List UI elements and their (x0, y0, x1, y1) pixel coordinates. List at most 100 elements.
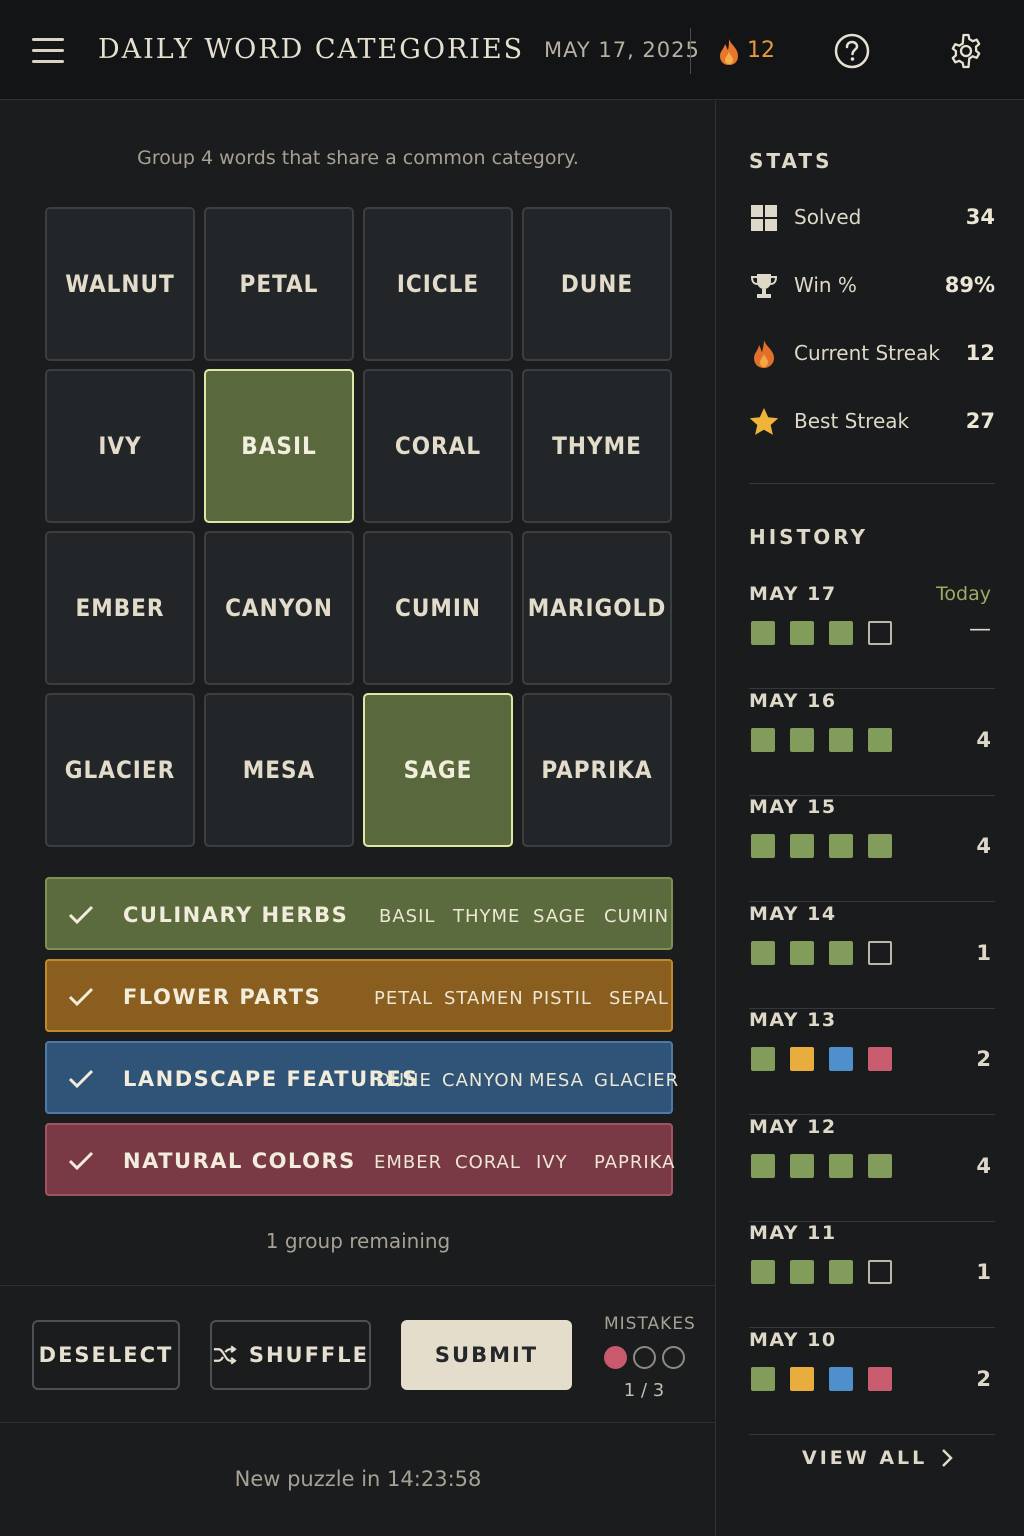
group-word: PETAL (374, 988, 434, 1009)
word-tile[interactable]: MESA (204, 693, 354, 847)
app-title: DAILY WORD CATEGORIES (98, 34, 525, 65)
result-square (829, 727, 853, 752)
app-header: DAILY WORD CATEGORIES MAY 17, 2025 12 (0, 0, 1024, 100)
group-name: LANDSCAPE FEATURES (123, 1067, 419, 1091)
deselect-button[interactable]: DESELECT (32, 1320, 180, 1390)
result-square (868, 1047, 892, 1071)
history-result: 2 (976, 1366, 991, 1391)
group-word: IVY (536, 1152, 568, 1173)
word-tile[interactable]: CORAL (363, 369, 513, 523)
word-tile[interactable]: EMBER (45, 531, 195, 685)
group-name: NATURAL COLORS (123, 1149, 356, 1173)
history-row[interactable]: MAY 11 1 (749, 1222, 995, 1328)
view-all-link[interactable]: VIEW ALL (802, 1447, 954, 1469)
history-result: 1 (976, 1260, 991, 1284)
word-tile[interactable]: BASIL (204, 369, 354, 523)
group-word: GLACIER (594, 1070, 680, 1091)
word-tile[interactable]: WALNUT (45, 207, 195, 361)
stats-title: STATS (749, 149, 833, 173)
solved-group: CULINARY HERBS BASIL THYME SAGE CUMIN (45, 877, 673, 950)
groups-remaining: 1 group remaining (265, 1229, 451, 1253)
result-square (829, 1153, 853, 1178)
history-row[interactable]: MAY 10 2 (749, 1329, 995, 1435)
result-squares (751, 621, 892, 645)
history-row[interactable]: MAY 12 4 (749, 1116, 995, 1222)
result-squares (751, 1260, 892, 1284)
history-date: MAY 15 (749, 796, 837, 818)
word-tile[interactable]: CUMIN (363, 531, 513, 685)
result-square (751, 1047, 775, 1071)
history-row[interactable]: MAY 16 4 (749, 690, 995, 796)
help-icon[interactable] (834, 33, 870, 69)
result-square (868, 834, 892, 858)
result-square (751, 834, 775, 858)
solved-group: FLOWER PARTS PETAL STAMEN PISTIL SEPAL (45, 959, 673, 1032)
history-row[interactable]: MAY 14 1 (749, 903, 995, 1009)
mistake-dot (662, 1346, 685, 1369)
view-all-label: VIEW ALL (802, 1447, 928, 1469)
solved-group: NATURAL COLORS EMBER CORAL IVY PAPRIKA (45, 1123, 676, 1196)
check-icon (68, 905, 94, 925)
group-word: CANYON (442, 1070, 524, 1091)
result-square (829, 1366, 853, 1391)
history-row[interactable]: MAY 17 Today — (749, 583, 995, 689)
menu-icon[interactable] (32, 38, 64, 64)
word-tile[interactable]: GLACIER (45, 693, 195, 847)
result-square (790, 1260, 814, 1284)
history-result: 4 (976, 727, 991, 752)
stat-row: Current Streak 12 (749, 335, 995, 375)
result-square (790, 727, 814, 752)
shuffle-icon (213, 1345, 237, 1365)
stat-label: Current Streak (794, 341, 940, 365)
streak-count: 12 (747, 38, 775, 63)
result-square (868, 1260, 892, 1284)
next-puzzle-timer: New puzzle in 14:23:58 (0, 1467, 716, 1491)
result-square (790, 1366, 814, 1391)
history-date: MAY 10 (749, 1328, 837, 1351)
word-tile[interactable]: ICICLE (363, 207, 513, 361)
word-tile[interactable]: IVY (45, 369, 195, 523)
puzzle-date: MAY 17, 2025 (544, 38, 700, 62)
group-word: CUMIN (604, 906, 670, 927)
instructions: Group 4 words that share a common catego… (137, 147, 579, 169)
group-word: SAGE (533, 906, 587, 927)
mistakes-label: MISTAKES (604, 1314, 696, 1334)
group-name: FLOWER PARTS (123, 985, 322, 1009)
result-square (790, 834, 814, 858)
submit-button[interactable]: SUBMIT (401, 1320, 572, 1390)
word-tile[interactable]: MARIGOLD (522, 531, 672, 685)
history-date: MAY 16 (749, 689, 837, 712)
result-square (868, 621, 892, 645)
gear-icon[interactable] (948, 33, 984, 69)
word-tile[interactable]: PETAL (204, 207, 354, 361)
today-label: Today (936, 583, 991, 605)
group-word: PAPRIKA (594, 1152, 676, 1173)
result-square (829, 621, 853, 645)
history-result: 4 (976, 834, 991, 858)
check-icon (68, 987, 94, 1007)
result-square (751, 1153, 775, 1178)
result-square (790, 621, 814, 645)
word-tile[interactable]: THYME (522, 369, 672, 523)
history-row[interactable]: MAY 13 2 (749, 1009, 995, 1115)
history-row[interactable]: MAY 15 4 (749, 796, 995, 902)
word-tile[interactable]: DUNE (522, 207, 672, 361)
shuffle-button[interactable]: SHUFFLE (210, 1320, 371, 1390)
word-tile[interactable]: PAPRIKA (522, 693, 672, 847)
result-square (868, 940, 892, 965)
word-tile[interactable]: CANYON (204, 531, 354, 685)
stat-row: Win % 89% (749, 267, 995, 307)
action-bar: DESELECT SHUFFLE SUBMIT MISTAKES 1 / 3 (0, 1285, 716, 1423)
word-tile[interactable]: SAGE (363, 693, 513, 847)
group-word: EMBER (374, 1152, 443, 1173)
history-title: HISTORY (749, 525, 869, 549)
check-icon (68, 1069, 94, 1089)
star-icon (749, 408, 779, 435)
result-square (751, 1366, 775, 1391)
result-squares (751, 940, 892, 965)
mistakes-count: 1 / 3 (623, 1380, 665, 1401)
result-square (751, 1260, 775, 1284)
result-square (829, 1260, 853, 1284)
stat-label: Best Streak (794, 409, 910, 433)
group-word: CORAL (455, 1152, 521, 1173)
